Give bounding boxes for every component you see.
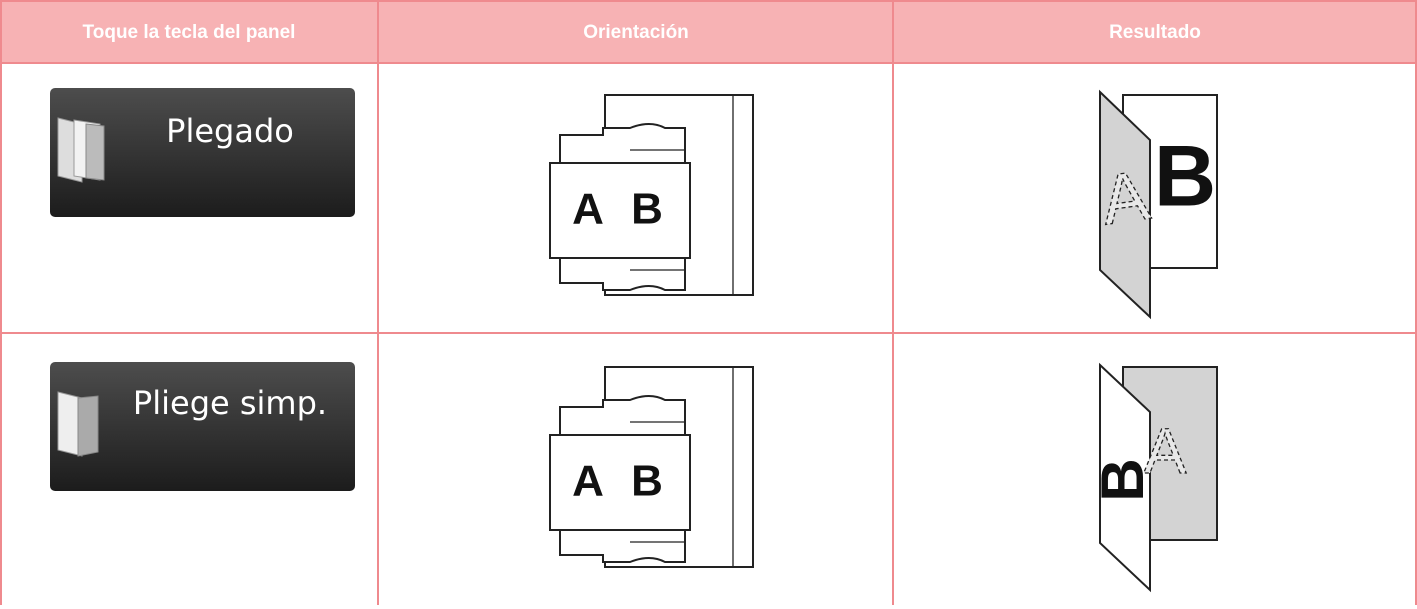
key-icon [57,117,105,183]
paper-letter: B [631,185,663,234]
paper-letter: A [572,457,604,506]
paper-letter: B [631,457,663,506]
header-cell: Resultado [1109,22,1201,43]
header-cell: Toque la tecla del panel [83,22,296,43]
key-icon [57,391,99,457]
orientation-illustration [549,366,754,568]
row: Plegado A B A B [50,88,1218,320]
result-letter: B [1154,129,1216,225]
header-cell: Orientación [583,22,689,43]
panel-key [50,88,355,217]
result-illustration [1099,89,1218,320]
key-label: Pliege simp. [133,384,327,422]
key-label: Plegado [166,112,294,150]
result-letter: A [1144,415,1187,487]
header-row [0,0,1417,63]
row: Pliege simp. A B B A [50,362,1218,593]
paper-letter: A [572,185,604,234]
orientation-illustration [549,94,754,296]
result-letter: B [1089,458,1156,501]
result-illustration [1099,362,1218,593]
panel-key [50,362,355,491]
